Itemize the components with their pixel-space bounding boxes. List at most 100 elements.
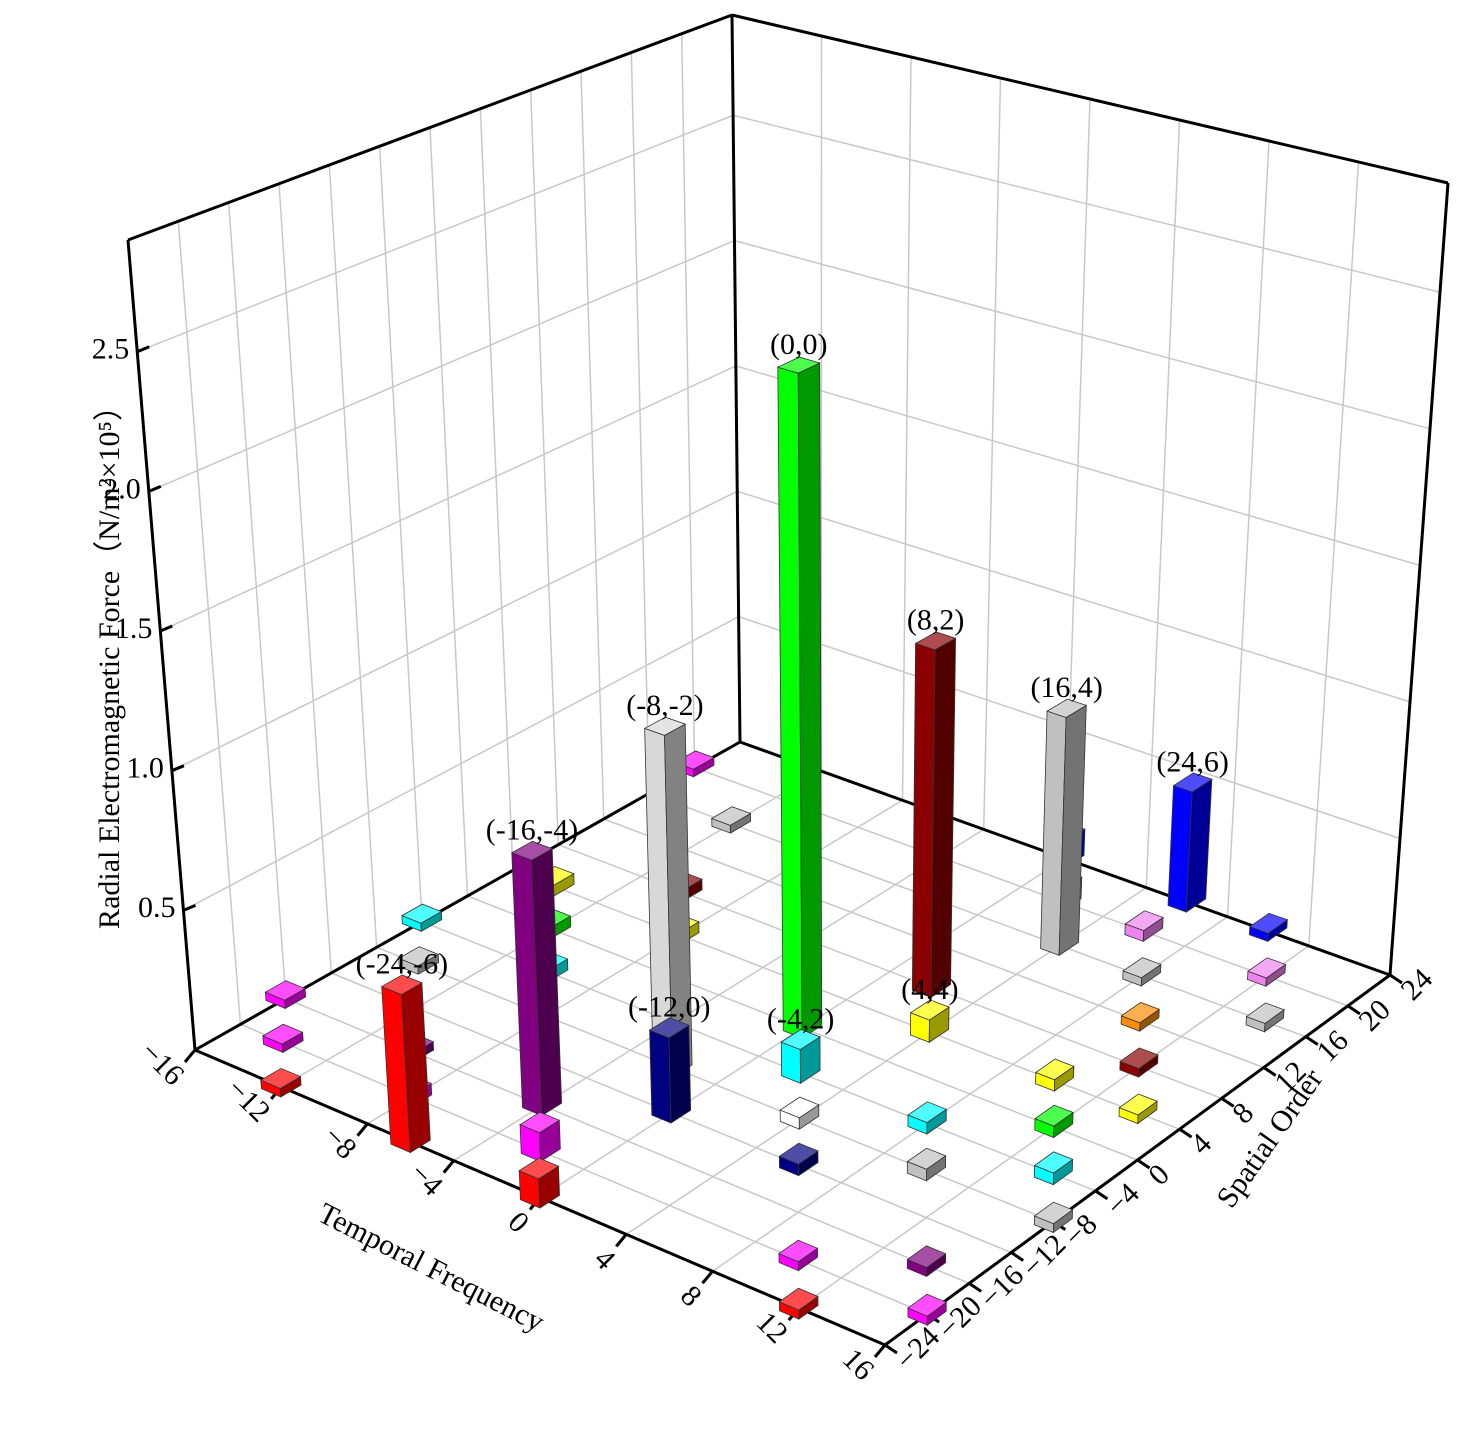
grid-line <box>479 108 514 871</box>
z-tick <box>182 903 197 912</box>
grid-line <box>1145 119 1181 888</box>
grid-line <box>529 89 560 845</box>
bar-face-top <box>1247 957 1287 979</box>
bar-face-top <box>510 840 554 861</box>
bar-face-top <box>400 903 443 924</box>
bar-face-top <box>909 999 950 1021</box>
y-tick <box>1094 1189 1109 1201</box>
bar <box>1245 1002 1285 1033</box>
bar-face-top <box>519 1111 561 1134</box>
bar <box>911 631 957 999</box>
bar-face-top <box>518 1157 560 1180</box>
bar-face-top <box>1033 1201 1074 1225</box>
bar-face-front <box>649 1029 672 1124</box>
labels: (24,6) (16,4) (8,2) (0,0) (4,4) (-8,-2) (-4,2)… <box>356 328 1229 1035</box>
bar <box>264 980 307 1010</box>
bar <box>906 1147 947 1182</box>
y-tick <box>1262 1066 1277 1077</box>
grid-line <box>983 77 1002 830</box>
bar-face-top <box>914 631 957 651</box>
z-tick-label: 0.5 <box>138 891 176 924</box>
bar-face-side <box>797 362 823 1039</box>
bar-face-top <box>778 1142 819 1165</box>
grid-line <box>648 792 1307 1038</box>
bar <box>1034 1104 1074 1139</box>
grid-line <box>177 221 242 1025</box>
grid-line <box>1226 140 1270 917</box>
bar <box>1035 1058 1075 1092</box>
bar-label: (8,2) <box>907 604 964 637</box>
bar <box>907 1101 948 1135</box>
y-tick <box>968 1282 982 1293</box>
grid-line <box>160 365 737 632</box>
grid-line <box>630 52 650 794</box>
bar-face-top <box>380 974 423 995</box>
z-tick <box>136 345 150 354</box>
bar-face-top <box>264 980 306 1001</box>
bar <box>1247 957 1287 988</box>
bar <box>380 974 431 1154</box>
x-tick <box>615 1233 628 1248</box>
bar-face-top <box>397 946 440 967</box>
bar-face-top <box>778 1239 819 1263</box>
grid-line <box>227 202 287 999</box>
y-tick <box>1178 1127 1193 1139</box>
bar-label: (0,0) <box>770 328 827 361</box>
bar-label: (16,4) <box>1030 671 1102 704</box>
z-tick-label: 2.0 <box>103 472 141 505</box>
grid-line <box>680 33 696 768</box>
bar-face-top <box>1120 1002 1161 1024</box>
bar-face-top <box>1035 1058 1075 1081</box>
axis-line <box>731 13 1449 185</box>
bar-face-top <box>1046 698 1088 718</box>
bar-face-top <box>1248 912 1289 934</box>
y-tick <box>1220 1097 1235 1108</box>
grid-line <box>183 615 739 912</box>
bar <box>518 1157 560 1209</box>
grid-line <box>580 71 605 820</box>
bar <box>1120 1002 1161 1032</box>
bar-face-top <box>776 356 821 374</box>
z-tick <box>171 764 185 773</box>
grid-line <box>240 1023 928 1315</box>
bar-face-top <box>906 1245 947 1268</box>
bar-label: (-8,-2) <box>626 689 703 722</box>
x-tick <box>183 1049 197 1063</box>
bars <box>259 356 1289 1326</box>
bar-face-top <box>1245 1002 1285 1024</box>
grid-line <box>378 146 423 922</box>
bar <box>909 999 950 1044</box>
z-tick <box>159 624 173 633</box>
bar-face-top <box>907 1293 948 1317</box>
bar-label: (-12,0) <box>628 991 710 1024</box>
bar-face-top <box>1118 1093 1158 1116</box>
grid-line <box>328 164 378 948</box>
bar <box>1167 772 1213 913</box>
z-tick-label: 1.0 <box>126 752 164 785</box>
bar-label: (24,6) <box>1156 745 1228 778</box>
x-tick <box>442 1159 455 1174</box>
axis-line <box>884 973 1391 1347</box>
bar <box>1119 1047 1159 1078</box>
y-tick <box>1347 1004 1361 1016</box>
bar <box>648 1017 692 1124</box>
grid-line <box>901 56 912 801</box>
bar <box>519 1111 561 1163</box>
bar-face-top <box>1172 772 1213 793</box>
grid-line <box>512 869 1180 1130</box>
bar-face-top <box>1119 1047 1159 1070</box>
x-tick <box>701 1270 714 1285</box>
bar-face-top <box>779 1096 820 1119</box>
x-tick <box>356 1122 369 1137</box>
y-tick <box>884 1343 898 1355</box>
bar-face-top <box>643 716 687 736</box>
axis-line <box>1388 182 1450 976</box>
bar <box>1118 1093 1158 1125</box>
bar-face-top <box>1034 1104 1074 1127</box>
bar <box>400 903 443 932</box>
bar-face-top <box>907 1101 948 1124</box>
axis-line <box>126 239 197 1051</box>
bar <box>259 1067 302 1098</box>
bar <box>643 716 693 1079</box>
